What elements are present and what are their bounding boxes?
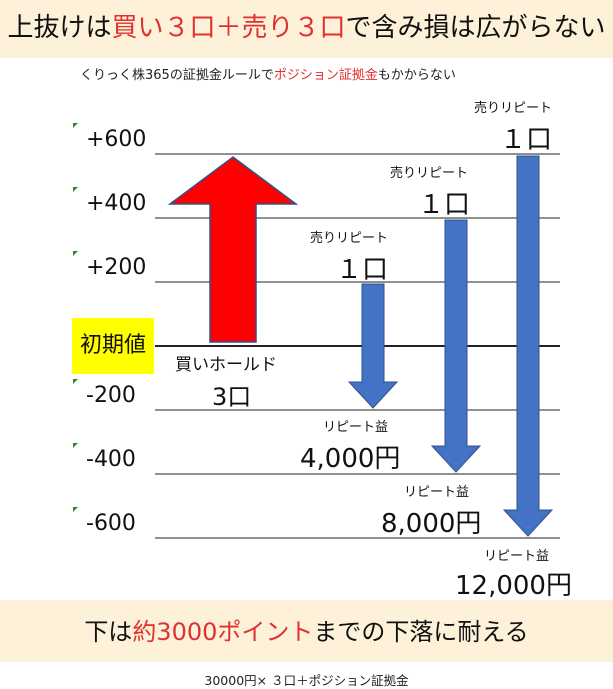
level-marker xyxy=(73,251,78,256)
title-highlight: 買い３口＋売り３口 xyxy=(111,13,346,43)
sell-1-profit-label: リピート益 xyxy=(323,420,389,435)
bottom-message: 下は約3000ポイントまでの下落に耐える xyxy=(0,612,613,652)
level-marker xyxy=(73,123,78,128)
sell-2-qty: １口 xyxy=(418,190,471,220)
bottom-band xyxy=(0,600,613,662)
sell-3-profit: 12,000円 xyxy=(455,571,572,601)
level-label-minus-400: -400 xyxy=(86,447,136,472)
level-label-initial: 初期値 xyxy=(72,318,154,374)
title: 上抜けは買い３口＋売り３口で含み損は広がらない xyxy=(0,8,613,48)
level-label-plus-400: +400 xyxy=(86,191,147,216)
sell-3-label: 売りリピート xyxy=(474,101,553,116)
level-label-plus-200: +200 xyxy=(86,255,147,280)
level-marker xyxy=(73,443,78,448)
sell-3-profit-label: リピート益 xyxy=(484,549,550,564)
subtitle: くりっく株365の証拠金ルールでポジション証拠金もかからない xyxy=(80,64,456,83)
level-label-minus-600: -600 xyxy=(86,511,136,536)
bottom-highlight: 約3000ポイント xyxy=(132,618,314,646)
level-marker xyxy=(73,507,78,512)
sell-2-profit: 8,000円 xyxy=(381,509,482,539)
title-text-end: で含み損は広がらない xyxy=(345,13,606,43)
subtitle-text-end: もかからない xyxy=(377,68,456,83)
sell-1-qty: １口 xyxy=(336,255,389,285)
sell-3-qty: １口 xyxy=(500,125,553,155)
buy-hold-qty: 3口 xyxy=(212,383,252,411)
sell-2-label: 売りリピート xyxy=(390,166,469,181)
title-band xyxy=(0,0,613,58)
sell-1-profit: 4,000円 xyxy=(300,444,401,474)
subtitle-text: くりっく株365の証拠金ルールで xyxy=(80,68,274,83)
footer-note: 30000円× ３口＋ポジション証拠金 xyxy=(204,673,409,688)
title-text: 上抜けは xyxy=(7,13,112,43)
level-label-minus-200: -200 xyxy=(86,383,136,408)
bottom-text-end: までの下落に耐える xyxy=(313,618,529,646)
sell-arrow-2 xyxy=(430,219,482,473)
sell-1-label: 売りリピート xyxy=(310,231,389,246)
sell-arrow-1 xyxy=(347,283,399,409)
level-marker xyxy=(73,379,78,384)
subtitle-highlight: ポジション証拠金 xyxy=(273,68,378,83)
level-label-plus-600: +600 xyxy=(86,127,147,152)
sell-2-profit-label: リピート益 xyxy=(404,485,470,500)
bottom-text: 下は xyxy=(84,618,133,646)
sell-arrow-3 xyxy=(502,155,554,537)
level-marker xyxy=(73,187,78,192)
buy-hold-label: 買いホールド xyxy=(175,355,277,375)
buy-arrow-up xyxy=(167,156,299,343)
